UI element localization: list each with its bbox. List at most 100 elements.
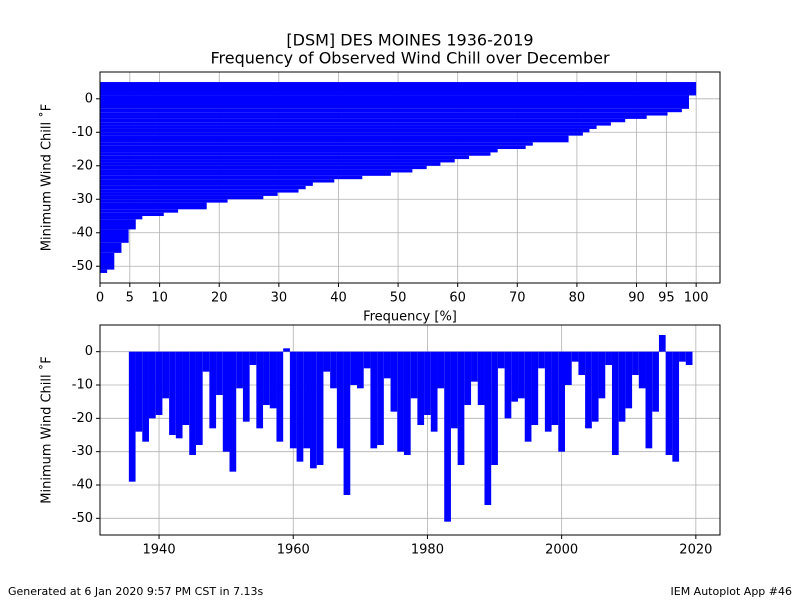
chart-subtitle: Frequency of Observed Wind Chill over De… xyxy=(210,49,610,68)
bar xyxy=(491,351,498,465)
y-tick-label: -40 xyxy=(72,225,93,240)
bar xyxy=(296,351,304,462)
bar xyxy=(611,351,619,455)
bar xyxy=(100,82,697,96)
x-axis-label: Frequency [%] xyxy=(363,310,457,325)
bar xyxy=(638,351,646,389)
bar xyxy=(538,351,545,369)
bar xyxy=(100,108,682,113)
bar xyxy=(148,351,156,419)
bar xyxy=(100,128,590,133)
bar xyxy=(430,351,438,432)
x-tick-label: 90 xyxy=(628,291,645,306)
bar xyxy=(350,351,357,385)
bar xyxy=(263,351,270,405)
bar xyxy=(457,351,465,465)
bar xyxy=(585,351,592,429)
bar xyxy=(551,351,559,425)
bar xyxy=(665,351,673,455)
x-tick-label: 2020 xyxy=(679,543,712,558)
bar xyxy=(100,179,335,183)
bar xyxy=(100,216,143,220)
x-tick-label: 70 xyxy=(509,291,526,306)
bar xyxy=(100,112,668,116)
bar xyxy=(100,162,441,166)
x-tick-label: 20 xyxy=(211,291,228,306)
bar xyxy=(571,351,579,362)
bar xyxy=(100,189,299,193)
bar xyxy=(276,351,284,442)
bar xyxy=(356,351,364,389)
y-tick-label: 0 xyxy=(85,344,93,359)
bar xyxy=(591,351,599,422)
bar xyxy=(578,351,586,375)
bar xyxy=(518,351,525,399)
bar xyxy=(679,351,686,362)
bar xyxy=(390,351,398,412)
x-tick-label: 2000 xyxy=(545,543,578,558)
bar xyxy=(672,351,680,462)
bar xyxy=(598,351,606,399)
bar xyxy=(100,152,491,156)
bar xyxy=(175,351,183,439)
bar xyxy=(464,351,472,405)
bar xyxy=(100,212,164,217)
bar xyxy=(100,159,455,163)
bar xyxy=(100,142,533,146)
bar xyxy=(685,351,693,365)
bar xyxy=(100,242,122,253)
bar xyxy=(437,351,445,389)
bar xyxy=(100,202,207,210)
x-tick-label: 100 xyxy=(684,291,709,306)
bar xyxy=(189,351,196,455)
bar xyxy=(618,351,626,422)
x-tick-label: 10 xyxy=(151,291,168,306)
y-tick-label: -30 xyxy=(72,192,93,207)
bar xyxy=(256,351,264,429)
bar xyxy=(100,169,413,173)
bar xyxy=(216,351,223,395)
bar xyxy=(377,351,384,445)
bar xyxy=(444,351,451,522)
bar xyxy=(645,351,653,449)
bar xyxy=(100,122,611,126)
bar xyxy=(289,351,297,449)
y-tick-label: -10 xyxy=(72,378,93,393)
y-tick-label: -20 xyxy=(72,411,93,426)
y-tick-label: -40 xyxy=(72,478,93,493)
bar xyxy=(100,155,470,160)
bar xyxy=(100,145,526,150)
x-tick-label: 30 xyxy=(271,291,288,306)
footer-left: Generated at 6 Jan 2020 9:57 PM CST in 7… xyxy=(8,585,264,598)
bar xyxy=(632,351,639,375)
bar xyxy=(544,351,552,432)
y-tick-label: -50 xyxy=(72,511,93,526)
bar xyxy=(155,351,163,415)
bar xyxy=(450,351,458,429)
bar xyxy=(424,351,431,415)
bar xyxy=(403,351,411,455)
bar xyxy=(504,351,512,419)
bar xyxy=(142,351,149,442)
bar xyxy=(100,182,313,186)
bar xyxy=(100,192,278,196)
x-tick-label: 5 xyxy=(126,291,134,306)
axes-frame xyxy=(99,324,721,536)
bar xyxy=(310,351,317,469)
y-tick-label: 0 xyxy=(85,91,93,106)
bar xyxy=(209,351,217,429)
y-tick-label: -50 xyxy=(72,259,93,274)
bar xyxy=(169,351,176,435)
bar xyxy=(477,351,485,405)
bar xyxy=(363,351,371,369)
bar xyxy=(330,351,337,389)
x-tick-label: 1980 xyxy=(411,543,444,558)
bar xyxy=(100,125,597,129)
bar xyxy=(397,351,404,452)
bar xyxy=(236,351,243,389)
bar xyxy=(316,351,324,465)
bar xyxy=(303,351,311,449)
bar xyxy=(222,351,230,452)
bar xyxy=(370,351,378,449)
